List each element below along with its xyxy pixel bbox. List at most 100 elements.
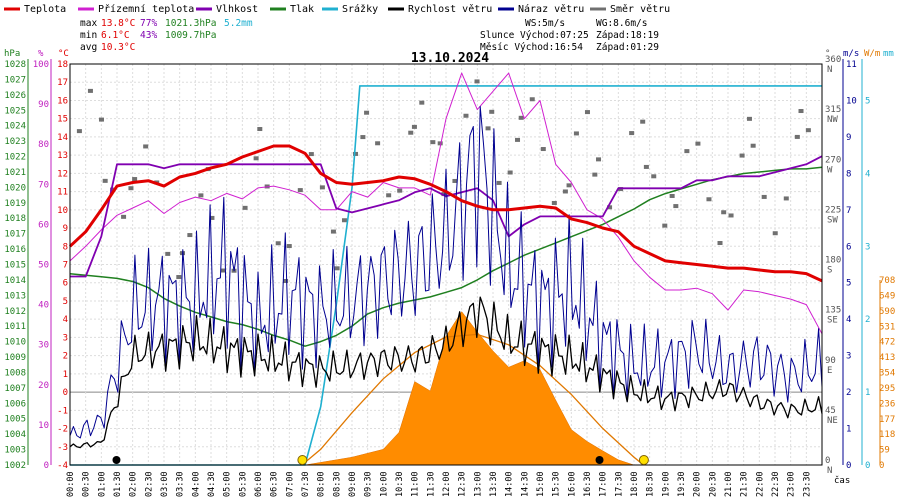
- wind-direction-point: [629, 131, 635, 136]
- wind-tick-label: 3: [846, 352, 851, 362]
- wind-direction-point: [187, 233, 193, 238]
- legend-label: Přízemní teplota: [98, 3, 194, 15]
- wind-direction-point: [419, 100, 425, 105]
- time-tick-label: 19:00: [661, 471, 671, 497]
- wind-direction-point: [98, 117, 104, 122]
- time-tick-label: 17:30: [614, 471, 624, 497]
- direction-tick-letter: NW: [827, 115, 838, 125]
- humidity-tick-label: 100: [33, 60, 49, 70]
- solar-tick-label: 236: [879, 399, 895, 409]
- wind-direction-point: [463, 113, 469, 118]
- time-tick-label: 20:00: [693, 471, 703, 497]
- wind-direction-point: [485, 126, 491, 131]
- legend-item-smer-vetru: Směr větru: [590, 3, 670, 15]
- wind-direction-point: [739, 153, 745, 158]
- wind-direction-point: [805, 128, 811, 133]
- temperature-tick-label: 9: [63, 224, 68, 234]
- stat-min-temp: 6.1°C: [101, 30, 130, 41]
- stat-max-label: max: [80, 18, 97, 29]
- temperature-tick-label: 17: [57, 78, 68, 88]
- series-lines: [68, 72, 823, 466]
- direction-tick-degrees: 0: [825, 456, 830, 466]
- wind-direction-point: [330, 229, 336, 234]
- temperature-tick-label: 0: [63, 388, 68, 398]
- time-tick-label: 21:00: [724, 471, 734, 497]
- wind-direction-point: [408, 130, 414, 135]
- sun-event-marker: [638, 455, 649, 465]
- time-tick-label: 20:30: [708, 471, 718, 497]
- legend-item-prizemni-teplota: Přízemní teplota: [78, 3, 194, 15]
- pressure-tick-label: 1018: [4, 214, 26, 224]
- pressure-tick-label: 1011: [4, 322, 26, 332]
- time-tick-label: 06:00: [254, 471, 264, 497]
- direction-tick-letter: S: [827, 266, 832, 276]
- wind-direction-point: [334, 266, 340, 271]
- pressure-tick-label: 1016: [4, 245, 26, 255]
- wind-direction-point: [695, 141, 701, 146]
- pressure-tick-label: 1024: [4, 122, 26, 132]
- wind-gust-line: [69, 105, 823, 439]
- wind-direction-point: [386, 193, 392, 198]
- ground-temperature-line: [69, 72, 823, 335]
- legend-item-rychlost-vetru: Rychlost větru: [388, 3, 492, 15]
- wind-direction-point: [87, 88, 93, 93]
- wind-direction-point: [360, 135, 366, 140]
- time-tick-label: 09:00: [348, 471, 358, 497]
- pressure-tick-label: 1023: [4, 137, 26, 147]
- pressure-tick-label: 1025: [4, 106, 26, 116]
- legend-label: Vlhkost: [216, 4, 258, 15]
- chart-title: 13.10.2024: [411, 51, 489, 66]
- time-tick-label: 04:30: [207, 471, 217, 497]
- solar-tick-label: 708: [879, 276, 895, 286]
- temperature-tick-label: 10: [57, 206, 68, 216]
- wind-direction-point: [798, 109, 804, 114]
- direction-tick-degrees: 270: [825, 155, 841, 165]
- humidity-tick-label: 20: [38, 381, 49, 391]
- solar-radiation-fill: [70, 311, 822, 466]
- wind-direction-point: [596, 157, 602, 162]
- pressure-tick-label: 1021: [4, 168, 26, 178]
- legend-label: Srážky: [342, 3, 378, 15]
- wind-direction-point: [375, 141, 381, 146]
- temperature-tick-label: 4: [63, 315, 68, 325]
- temperature-tick-label: 12: [57, 169, 68, 179]
- direction-tick-degrees: 225: [825, 205, 841, 215]
- wind-direction-point: [496, 180, 502, 185]
- unit-hpa: hPa: [4, 49, 20, 59]
- wind-direction-point: [297, 188, 303, 193]
- legend-label: Náraz větru: [518, 3, 584, 15]
- direction-tick-letter: W: [827, 165, 833, 175]
- pressure-tick-label: 1006: [4, 399, 26, 409]
- solar-tick-label: 413: [879, 353, 895, 363]
- time-tick-label: 15:00: [536, 471, 546, 497]
- pressure-tick-label: 1012: [4, 307, 26, 317]
- stat-max-pressure: 1021.3hPa: [165, 18, 216, 29]
- wind-direction-point: [662, 223, 668, 228]
- stat-max-humidity: 77%: [140, 18, 157, 29]
- pressure-tick-label: 1005: [4, 415, 26, 425]
- wind-direction-point: [76, 129, 82, 134]
- time-tick-label: 00:00: [66, 471, 76, 497]
- legend-item-teplota: Teplota: [4, 4, 66, 15]
- time-tick-label: 10:00: [379, 471, 389, 497]
- wind-direction-point: [308, 152, 314, 157]
- wind-direction-point: [673, 204, 679, 209]
- wind-direction-point: [176, 275, 182, 280]
- rain-tick-label: 2: [865, 315, 870, 325]
- wind-direction-point: [452, 178, 458, 183]
- humidity-tick-label: 80: [38, 140, 49, 150]
- time-tick-label: 05:30: [238, 471, 248, 497]
- stats-block: max 13.8°C 77% 1021.3hPa 5.2mm min 6.1°C…: [80, 18, 659, 53]
- wind-direction-point: [110, 187, 116, 192]
- humidity-tick-label: 40: [38, 301, 49, 311]
- direction-tick-letter: SE: [827, 316, 838, 326]
- rain-tick-label: 1: [865, 388, 870, 398]
- pressure-line: [69, 166, 823, 347]
- pressure-tick-label: 1014: [4, 276, 26, 286]
- time-tick-label: 14:30: [520, 471, 530, 497]
- time-tick-label: 16:00: [567, 471, 577, 497]
- humidity-tick-label: 30: [38, 341, 49, 351]
- stat-ws: WS:5m/s: [525, 18, 565, 29]
- pressure-tick-label: 1004: [4, 430, 26, 440]
